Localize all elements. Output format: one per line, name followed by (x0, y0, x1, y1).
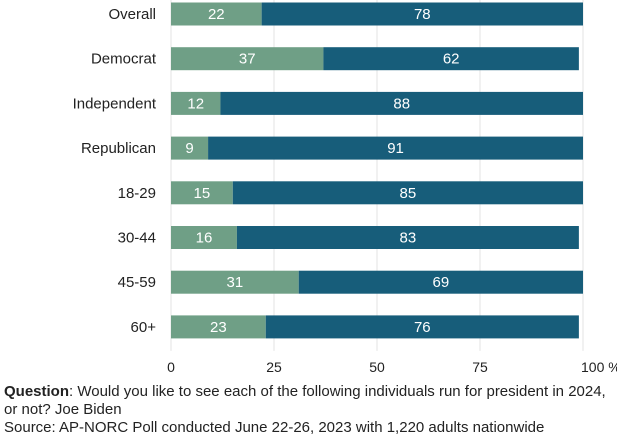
question-text: : Would you like to see each of the foll… (4, 383, 606, 418)
category-label: Overall (108, 6, 156, 23)
bar-segment (171, 315, 266, 339)
category-label: 30-44 (118, 230, 156, 247)
category-label: Democrat (91, 51, 157, 68)
category-label: 60+ (131, 319, 157, 336)
bar-segment (220, 91, 583, 115)
bar-segment (171, 91, 221, 115)
x-tick-label: 25 (266, 359, 282, 375)
x-tick-labels: 0 25 50 75 100 % (167, 359, 617, 375)
x-tick-label: 50 (369, 359, 385, 375)
data-label: 62 (443, 51, 460, 68)
bar-segment (171, 226, 237, 249)
data-label: 69 (433, 274, 450, 291)
bar-segment (171, 47, 324, 71)
bar-segment (265, 315, 579, 339)
category-label: Republican (81, 140, 156, 157)
bar-segment (298, 270, 583, 294)
data-label: 85 (400, 185, 417, 202)
data-label: 22 (208, 6, 225, 23)
bar-segment (323, 47, 579, 71)
bar-segment (236, 226, 579, 249)
data-label: 9 (185, 140, 193, 157)
data-label: 76 (414, 319, 431, 336)
data-label: 31 (227, 274, 244, 291)
x-tick-label: 100 % (581, 359, 617, 375)
bar-segment (261, 2, 583, 26)
data-label: 88 (393, 95, 410, 112)
data-label: 16 (196, 230, 213, 247)
data-label: 83 (400, 230, 417, 247)
x-tick-label: 75 (472, 359, 488, 375)
data-label: 78 (414, 6, 431, 23)
data-label: 91 (387, 140, 404, 157)
data-label: 23 (210, 319, 227, 336)
bar-series: 22 78 37 62 12 88 9 91 15 85 16 83 31 69 23 76 (171, 2, 584, 339)
bar-segment (171, 270, 299, 294)
bar-segment (171, 136, 209, 160)
source-note: Source: AP-NORC Poll conducted June 22-2… (4, 419, 545, 436)
bar-segment (208, 136, 583, 160)
category-labels: Overall Democrat Independent Republican 18-2… (73, 6, 157, 336)
category-label: Independent (73, 95, 157, 112)
question-footnote: Question: Would you like to see each of … (4, 383, 612, 419)
question-label: Question (4, 383, 70, 400)
category-label: 45-59 (118, 274, 156, 291)
x-tick-label: 0 (167, 359, 175, 375)
data-label: 12 (187, 95, 204, 112)
category-label: 18-29 (118, 185, 156, 202)
data-label: 37 (239, 51, 256, 68)
stacked-bar-chart: 22 78 37 62 12 88 9 91 15 85 16 83 31 69 23 76 Overall D… (73, 0, 617, 375)
bar-segment (171, 181, 233, 205)
bar-segment (171, 2, 262, 26)
bar-segment (232, 181, 584, 205)
data-label: 15 (194, 185, 211, 202)
